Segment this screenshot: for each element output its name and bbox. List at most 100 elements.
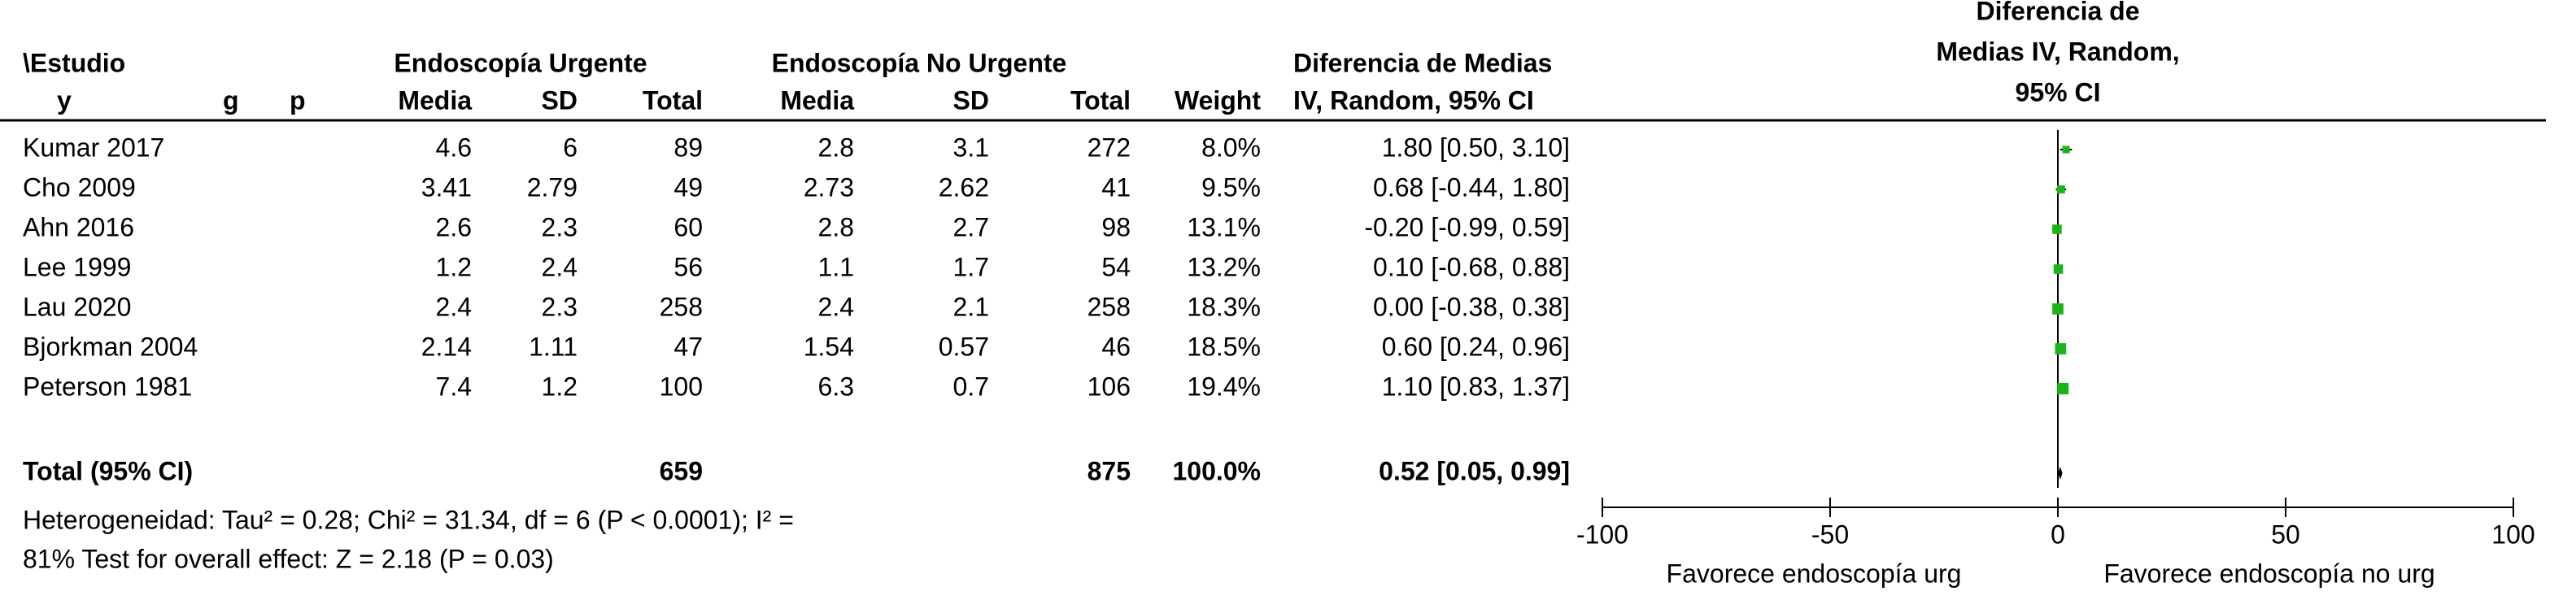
favors-right: Favorece endoscopía no urg <box>2103 559 2434 588</box>
cell: 2.4 <box>818 292 854 321</box>
cell: 3.1 <box>953 133 989 162</box>
cell: 2.3 <box>542 292 578 321</box>
study-name: Bjorkman 2004 <box>23 332 198 361</box>
heterogeneity: Heterogeneidad: Tau² = 0.28; Chi² = 31.3… <box>23 505 794 534</box>
header-effect: Diferencia de Medias <box>1293 48 1552 77</box>
ci-label: 0.68 [-0.44, 1.80] <box>1373 172 1570 202</box>
ci-label: 1.80 [0.50, 3.10] <box>1382 133 1570 162</box>
cell: 1.7 <box>953 252 989 281</box>
cell: 258 <box>660 292 703 321</box>
x-tick-label: -50 <box>1811 520 1849 549</box>
cell: 13.1% <box>1187 212 1261 241</box>
study-name: Cho 2009 <box>23 172 136 202</box>
ci-label: 1.10 [0.83, 1.37] <box>1382 372 1570 401</box>
plot-header: Diferencia de <box>1977 0 2140 25</box>
cell: 0.7 <box>953 372 989 401</box>
column-header: IV, Random, 95% CI <box>1293 85 1534 115</box>
cell: 2.6 <box>436 212 472 241</box>
column-header: Media <box>780 85 854 115</box>
heterogeneity: 81% Test for overall effect: Z = 2.18 (P… <box>23 544 554 573</box>
cell: 1.2 <box>436 252 472 281</box>
cell: 18.3% <box>1187 292 1261 321</box>
x-tick-label: 50 <box>2271 520 2300 549</box>
ci-label: 0.10 [-0.68, 0.88] <box>1373 252 1570 281</box>
cell: 2.14 <box>421 332 472 361</box>
cell: 47 <box>673 332 703 361</box>
total-nonurgent: 875 <box>1087 456 1131 485</box>
header-sub: g <box>223 85 239 115</box>
total-diamond <box>2058 467 2063 480</box>
cell: 2.8 <box>818 212 854 241</box>
cell: 2.4 <box>542 252 578 281</box>
cell: 1.11 <box>529 332 578 361</box>
cell: 41 <box>1101 172 1131 202</box>
header-urgent: Endoscopía Urgente <box>394 48 647 77</box>
header-sub: p <box>290 85 306 115</box>
cell: 54 <box>1101 252 1131 281</box>
cell: 56 <box>673 252 703 281</box>
ci-label: -0.20 [-0.99, 0.59] <box>1364 212 1570 241</box>
cell: 6 <box>563 133 578 162</box>
cell: 2.1 <box>953 292 989 321</box>
effect-square <box>2056 185 2065 193</box>
cell: 2.8 <box>818 133 854 162</box>
column-header: Total <box>1070 85 1131 115</box>
column-header: Media <box>398 85 472 115</box>
header-study: \Estudio <box>23 48 125 77</box>
effect-square <box>2057 382 2069 395</box>
study-name: Lee 1999 <box>23 252 131 281</box>
effect-square <box>2055 343 2067 354</box>
column-header: SD <box>542 85 578 115</box>
x-tick-label: 0 <box>2051 520 2065 549</box>
cell: 89 <box>673 133 703 162</box>
header-nonurgent: Endoscopía No Urgente <box>772 48 1067 77</box>
cell: 2.73 <box>804 172 854 202</box>
cell: 100 <box>660 372 703 401</box>
cell: 0.57 <box>939 332 989 361</box>
cell: 272 <box>1087 133 1131 162</box>
ci-label: 0.00 [-0.38, 0.38] <box>1373 292 1570 321</box>
cell: 3.41 <box>421 172 472 202</box>
column-header: Total <box>643 85 703 115</box>
column-header: SD <box>953 85 989 115</box>
total-label: Total (95% CI) <box>23 456 193 485</box>
cell: 2.62 <box>939 172 989 202</box>
column-header: Weight <box>1175 85 1261 115</box>
cell: 4.6 <box>436 133 472 162</box>
cell: 258 <box>1087 292 1131 321</box>
cell: 9.5% <box>1201 172 1261 202</box>
cell: 2.4 <box>436 292 472 321</box>
cell: 13.2% <box>1187 252 1261 281</box>
effect-square <box>2052 303 2064 315</box>
plot-header: 95% CI <box>2016 77 2101 107</box>
favors-left: Favorece endoscopía urg <box>1667 559 1962 588</box>
study-name: Peterson 1981 <box>23 372 192 401</box>
total-weight: 100.0% <box>1172 456 1261 485</box>
cell: 1.54 <box>804 332 854 361</box>
cell: 19.4% <box>1187 372 1261 401</box>
study-name: Lau 2020 <box>23 292 131 321</box>
study-name: Ahn 2016 <box>23 212 134 241</box>
cell: 7.4 <box>436 372 472 401</box>
effect-square <box>2053 264 2064 274</box>
cell: 18.5% <box>1187 332 1261 361</box>
total-urgent: 659 <box>660 456 703 485</box>
cell: 2.3 <box>542 212 578 241</box>
cell: 1.1 <box>818 252 854 281</box>
cell: 60 <box>673 212 703 241</box>
ci-label: 0.60 [0.24, 0.96] <box>1382 332 1570 361</box>
cell: 8.0% <box>1201 133 1261 162</box>
cell: 1.2 <box>542 372 578 401</box>
total-ci: 0.52 [0.05, 0.99] <box>1379 456 1570 485</box>
x-tick-label: -100 <box>1576 520 1628 549</box>
study-name: Kumar 2017 <box>23 133 164 162</box>
header-sub: y <box>57 85 72 115</box>
cell: 106 <box>1087 372 1131 401</box>
effect-square <box>2052 224 2062 234</box>
cell: 6.3 <box>818 372 854 401</box>
cell: 98 <box>1101 212 1131 241</box>
cell: 49 <box>673 172 703 202</box>
cell: 46 <box>1101 332 1131 361</box>
